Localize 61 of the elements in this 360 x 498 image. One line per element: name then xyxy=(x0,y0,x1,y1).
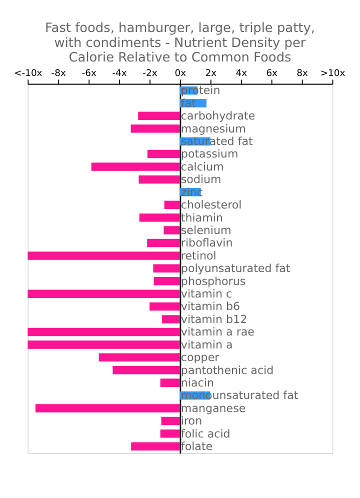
bar xyxy=(131,442,180,450)
x-tick-label: -2x xyxy=(142,68,158,79)
bar xyxy=(147,150,180,158)
y-tick-label: iron xyxy=(180,414,202,428)
y-tick-label: niacin xyxy=(180,376,214,390)
x-tick-label: -8x xyxy=(51,68,66,79)
bar xyxy=(112,366,180,374)
y-tick-label: vitamin b12 xyxy=(180,312,248,326)
x-tick-label: 8x xyxy=(296,68,309,79)
y-tick-label: cholesterol xyxy=(180,198,242,212)
bar xyxy=(154,277,180,286)
x-tick-label: 0x xyxy=(174,68,187,79)
y-tick-label: vitamin b6 xyxy=(180,300,240,314)
x-tick-label: -6x xyxy=(82,68,97,79)
bar xyxy=(98,353,180,362)
y-tick-label: magnesium xyxy=(180,122,246,136)
x-tick-label: 6x xyxy=(266,68,278,79)
y-tick-label: thiamin xyxy=(180,211,223,224)
bar xyxy=(138,112,180,120)
y-tick-label: retinol xyxy=(180,249,216,262)
bar xyxy=(147,238,180,248)
chart-title: Fast foods, hamburger, large, triple patty, with condiments - Nutrient Density per Calorie Relative to Common Foods xyxy=(45,21,315,66)
y-tick-label: pantothenic acid xyxy=(180,364,274,377)
y-tick-label: vitamin c xyxy=(180,288,232,301)
bar xyxy=(153,264,180,273)
bar xyxy=(161,416,180,426)
bar xyxy=(160,378,180,387)
bar xyxy=(28,290,180,298)
x-tick-label: <-10x xyxy=(14,68,43,79)
bar xyxy=(35,404,180,412)
bar xyxy=(138,175,180,184)
x-tick-label: >10x xyxy=(320,68,346,79)
y-tick-label: potassium xyxy=(180,148,238,161)
bar xyxy=(28,252,180,260)
y-tick-label: polyunsaturated fat xyxy=(180,262,291,276)
bar xyxy=(150,302,180,311)
bar xyxy=(164,226,180,234)
x-tick-label: 4x xyxy=(236,68,248,79)
bar xyxy=(160,430,180,438)
y-tick-label: phosphorus xyxy=(180,274,246,288)
bar xyxy=(28,328,180,336)
y-tick-label: selenium xyxy=(180,224,232,237)
y-tick-label: fat xyxy=(180,96,197,110)
bar xyxy=(164,200,180,210)
y-tick-label: vitamin a xyxy=(180,338,233,352)
y-tick-label: riboflavin xyxy=(180,236,233,250)
y-tick-label: folic acid xyxy=(180,427,230,440)
x-tick-label: -4x xyxy=(112,68,128,79)
bar xyxy=(28,340,180,349)
bar xyxy=(162,315,180,324)
bar xyxy=(91,162,180,171)
y-tick-label: folate xyxy=(180,440,213,454)
x-tick-label: 2x xyxy=(205,68,218,79)
y-tick-label: calcium xyxy=(180,160,224,174)
y-tick-label: copper xyxy=(180,351,220,364)
y-tick-label: carbohydrate xyxy=(180,110,256,123)
y-tick-label: vitamin a rae xyxy=(180,326,255,339)
y-tick-label: manganese xyxy=(180,402,246,415)
bar xyxy=(139,213,180,222)
y-tick-label: sodium xyxy=(180,173,222,186)
bar xyxy=(130,124,180,133)
